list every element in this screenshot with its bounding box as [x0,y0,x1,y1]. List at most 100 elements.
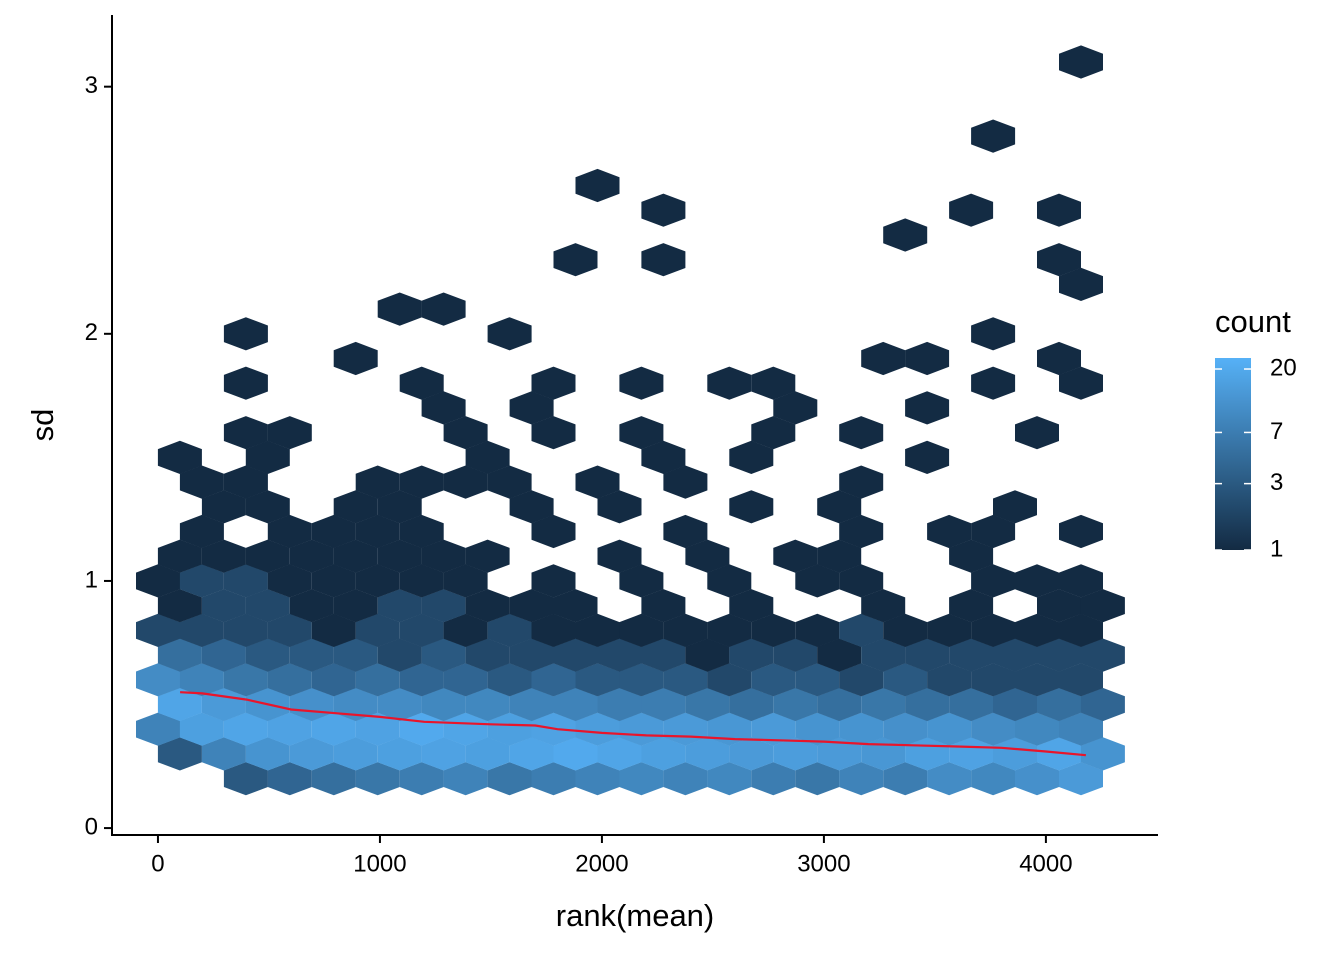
hex-bin [487,613,532,647]
hex-bin [377,589,422,623]
hex-bin [399,762,444,796]
hex-bin [817,638,862,672]
hex-bin [993,687,1037,722]
hex-bin [883,712,928,746]
hex-bin [575,663,620,697]
hex-bin [685,687,730,722]
hex-bin [949,589,994,623]
hex-bin [993,638,1037,672]
hex-bin [1015,663,1059,697]
hex-bin [311,613,356,647]
hex-bin [245,638,290,672]
hex-bin [707,663,752,697]
hex-bin [839,564,884,598]
hex-bin [377,539,422,573]
hex-bin [597,490,642,524]
hex-bin [443,712,488,746]
hex-bin [465,687,510,722]
hex-bin [905,391,950,425]
hex-bin [641,687,686,722]
hex-bin [971,564,1016,598]
hex-bin [289,638,334,672]
hex-bin [751,762,796,796]
hex-bin [685,737,730,771]
hex-bin [1080,638,1125,672]
hex-bin [333,341,378,376]
hex-bin [399,514,444,549]
hex-bin [663,663,708,697]
hex-bin [157,638,202,672]
hex-bin [421,737,466,771]
hex-bin [201,687,246,722]
hex-bin [399,366,444,400]
hex-bin [399,613,444,647]
hex-bin [465,440,510,474]
hex-bin [839,514,884,549]
hex-bin [1059,712,1103,746]
hex-bin [619,712,664,746]
hex-bin [1037,243,1081,277]
hex-bin [839,416,884,450]
hex-bin [377,490,422,524]
hex-bin [179,613,224,647]
hex-bin [663,465,708,499]
hex-bin [223,663,268,697]
y-tick-label: 3 [85,72,98,99]
hex-bin [136,663,180,697]
legend-label: 3 [1270,469,1283,496]
hex-bin [531,514,576,549]
hex-bin [817,539,862,573]
hex-bin [223,416,268,450]
hex-bin [971,514,1016,549]
hex-bin [333,589,378,623]
hex-bin [839,613,884,647]
hex-bin [509,737,554,771]
hex-bin [685,539,730,573]
hex-bin [267,416,312,450]
hex-bin [201,737,246,771]
hex-bin [245,440,290,474]
hex-bin [157,589,202,623]
hex-bin [663,762,708,796]
hex-bin [311,564,356,598]
hex-bin [201,638,246,672]
hex-bin [553,737,598,771]
smooth-line [180,691,1087,757]
x-axis-title: rank(mean) [556,898,715,933]
hex-bin [1059,564,1103,598]
hex-bin [509,490,554,524]
hex-bin [333,638,378,672]
hex-bin [773,539,818,573]
legend-label: 20 [1270,354,1297,381]
hex-bin [311,762,356,796]
hex-bin [421,292,466,326]
hex-bin [1080,687,1125,722]
hex-bin [201,490,246,524]
hex-bin [223,613,268,647]
hex-bin [355,564,400,598]
hex-bin [619,762,664,796]
legend-title: count [1215,304,1291,339]
hex-bin [531,366,576,400]
hex-bin [443,663,488,697]
hex-bin [487,762,532,796]
hex-bin [861,687,906,722]
hex-bin [1059,267,1103,301]
hex-bin [971,762,1016,796]
hex-bin [883,762,928,796]
hex-bin [839,663,884,697]
hex-bin [1059,613,1103,647]
hex-bin [553,589,598,623]
hex-bin [597,539,642,573]
hex-bin [223,564,268,598]
hex-bin [927,663,972,697]
hex-bin [619,564,664,598]
hex-bin [509,687,554,722]
legend-label: 1 [1270,535,1283,562]
hex-bin [223,465,268,499]
hex-bin [245,737,290,771]
hex-bin [553,638,598,672]
hex-bin [949,687,994,722]
hex-bin [1037,638,1081,672]
